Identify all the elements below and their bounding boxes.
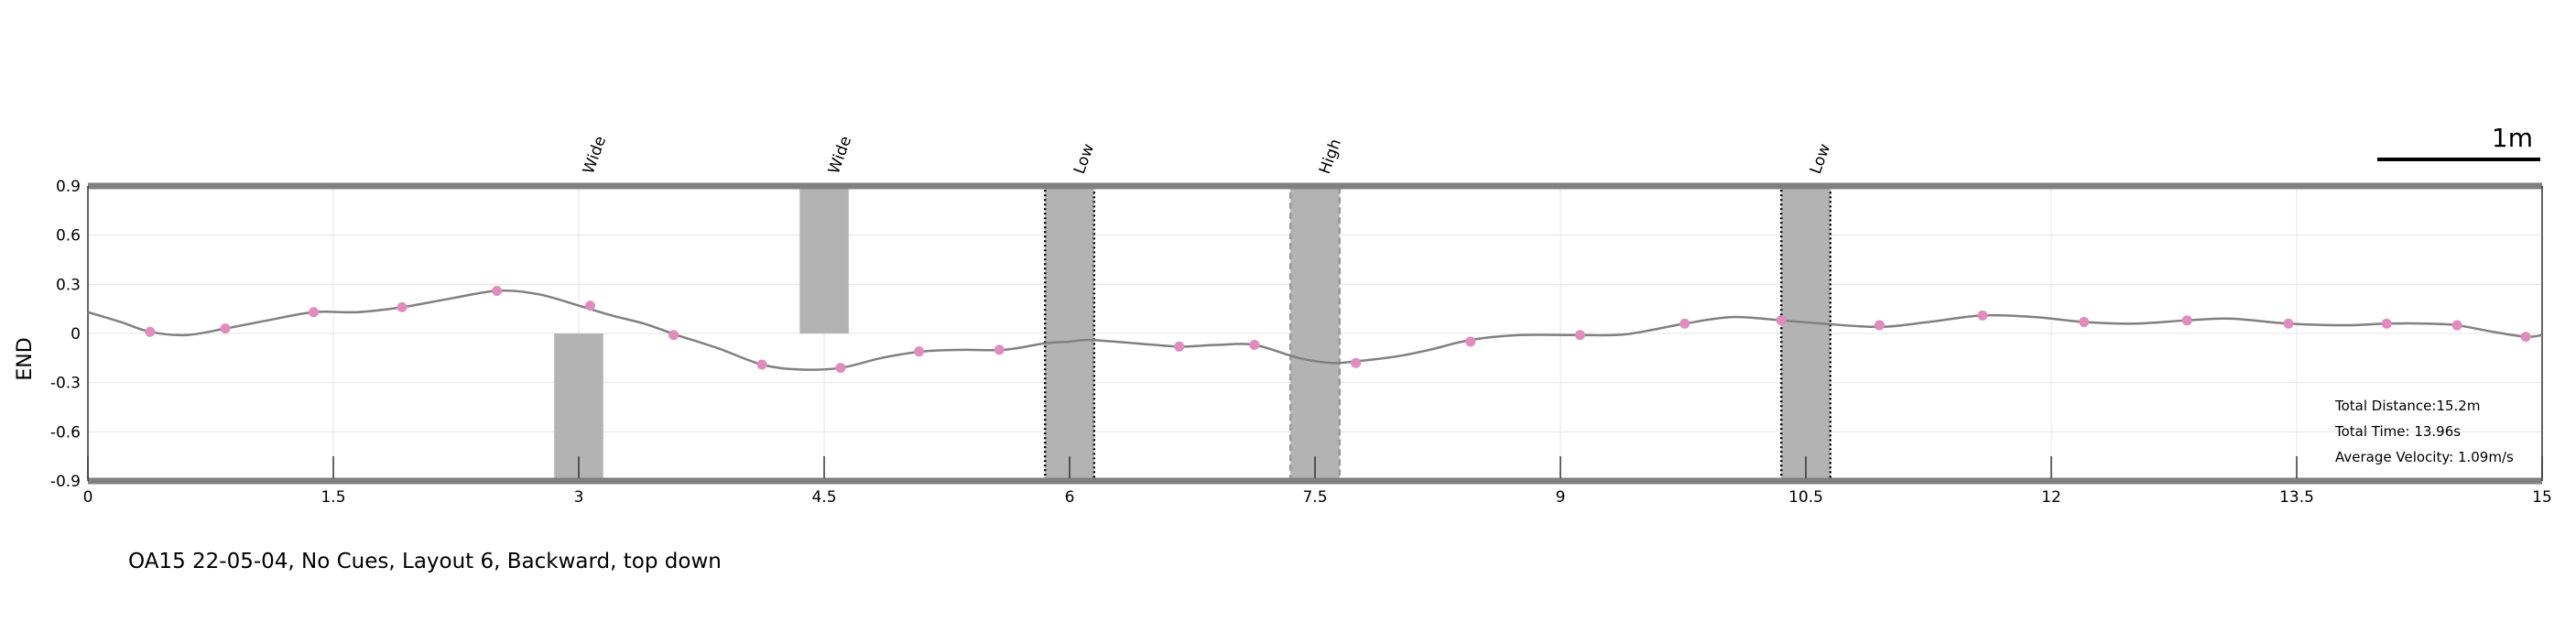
step-marker [492, 285, 503, 296]
step-marker [2283, 318, 2294, 329]
y-tick-label: 0.6 [56, 227, 81, 246]
step-marker [1174, 341, 1185, 352]
step-marker [1465, 336, 1476, 347]
step-marker [1874, 320, 1885, 331]
step-marker [220, 323, 231, 334]
x-tick-label: 15 [2532, 488, 2552, 507]
axis-ticks: 0 1.5 3 4.5 6 7.5 9 10.5 12 13.5 15 0.9 0.6 0.3 0 -0.3 -… [50, 178, 2552, 507]
step-marker [994, 344, 1005, 355]
step-marker [1351, 357, 1362, 368]
step-marker [668, 330, 679, 341]
obstacle-label: Low [1071, 141, 1098, 176]
x-tick-label: 1.5 [321, 488, 345, 507]
step-marker [2079, 316, 2090, 327]
obstacle-label: Wide [580, 134, 610, 177]
step-marker [1574, 330, 1585, 341]
y-tick-label: 0.3 [56, 276, 81, 294]
step-marker [2451, 320, 2462, 331]
step-marker [756, 359, 767, 370]
x-tick-label: 13.5 [2279, 488, 2314, 507]
y-tick-label: -0.3 [50, 375, 81, 393]
obstacle-label: High [1316, 136, 1345, 177]
x-tick-label: 9 [1556, 488, 1566, 507]
obstacle-labels: Wide Wide Low High Low [580, 134, 1834, 177]
y-axis-label: END [14, 337, 37, 380]
x-tick-label: 0 [83, 488, 93, 507]
step-marker [1679, 318, 1690, 329]
x-tick-label: 6 [1065, 488, 1075, 507]
obstacle-label: Low [1807, 141, 1834, 176]
stat-average-velocity: Average Velocity: 1.09m/s [2335, 449, 2514, 465]
step-marker [1249, 340, 1260, 351]
step-marker [585, 300, 596, 311]
y-tick-label: -0.6 [50, 423, 81, 442]
x-tick-label: 12 [2041, 488, 2061, 507]
stat-total-distance: Total Distance:15.2m [2334, 398, 2480, 414]
scale-bar-label: 1m [2492, 123, 2533, 153]
x-tick-label: 7.5 [1302, 488, 1327, 507]
y-tick-label: -0.9 [50, 473, 81, 491]
step-marker [2381, 318, 2392, 329]
step-marker [309, 307, 320, 318]
stats-box: Total Distance:15.2m Total Time: 13.96s … [2334, 398, 2514, 465]
x-tick-label: 10.5 [1788, 488, 1823, 507]
figure-caption: OA15 22-05-04, No Cues, Layout 6, Backwa… [128, 550, 722, 573]
y-tick-label: 0.9 [56, 178, 81, 196]
step-marker [914, 346, 925, 357]
x-tick-label: 4.5 [811, 488, 836, 507]
step-markers [145, 285, 2531, 374]
step-marker [145, 326, 156, 337]
obstacle-wide [799, 186, 849, 333]
x-tick-label: 3 [574, 488, 584, 507]
step-marker [835, 363, 846, 374]
step-marker [1977, 310, 1988, 321]
obstacle-high [1288, 184, 1342, 483]
obstacle-low [1779, 184, 1832, 483]
step-marker [397, 301, 408, 312]
step-marker [1776, 315, 1787, 326]
obstacles [554, 184, 1832, 483]
step-marker [2520, 332, 2531, 343]
y-tick-label: 0 [71, 325, 81, 344]
obstacle-low [1043, 184, 1096, 483]
obstacle-label: Wide [825, 134, 855, 177]
stat-total-time: Total Time: 13.96s [2334, 423, 2461, 440]
plot-frame [87, 182, 2543, 485]
step-marker [2181, 315, 2192, 326]
scale-bar: 1m [2377, 123, 2540, 161]
